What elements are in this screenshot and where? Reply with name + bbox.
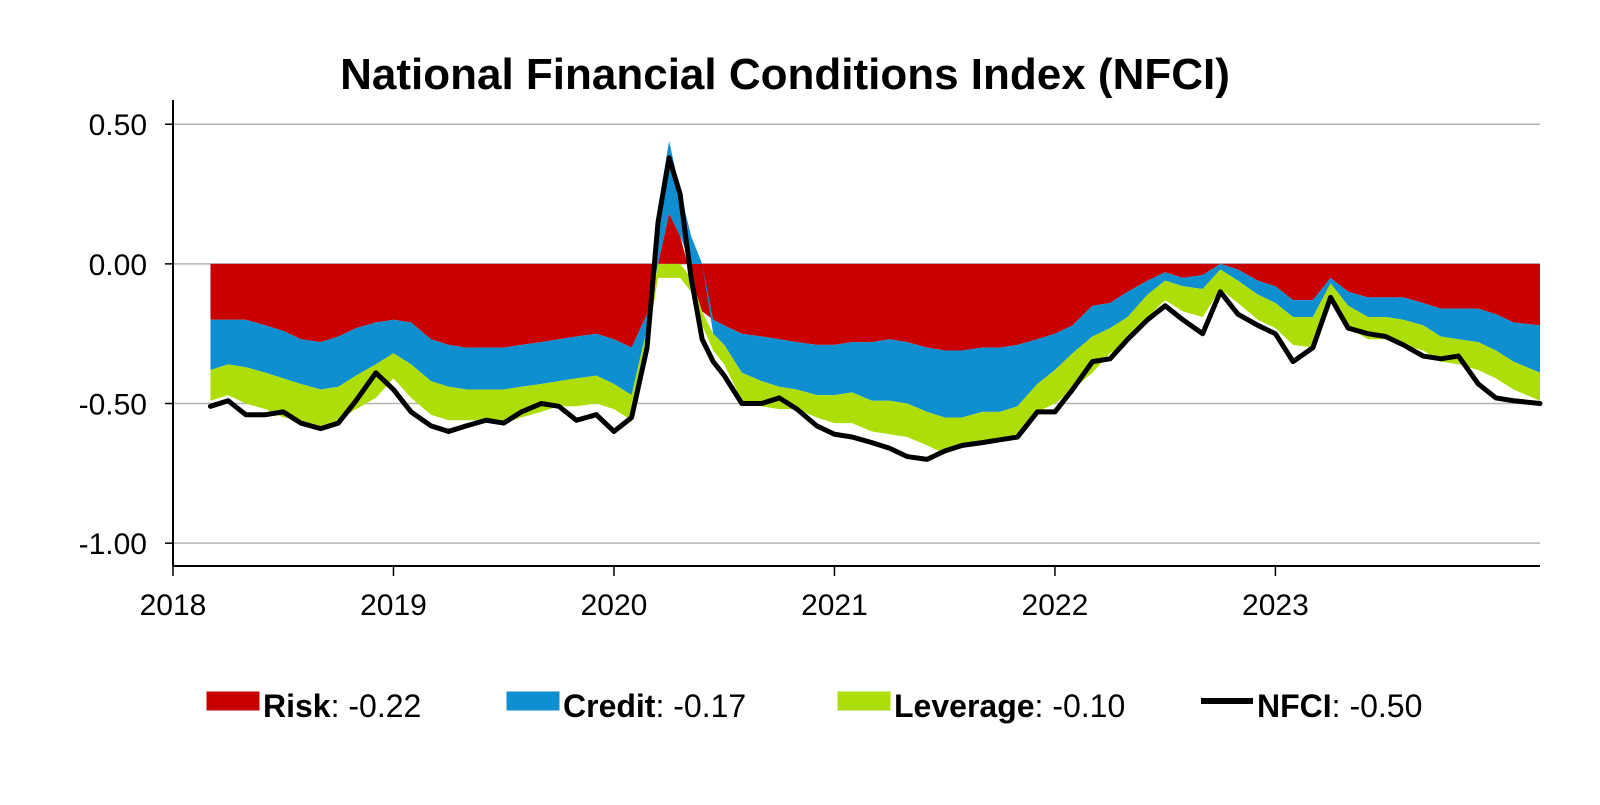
legend-label: NFCI: -0.50 xyxy=(1257,688,1422,724)
x-tick-label: 2022 xyxy=(1022,589,1089,622)
legend: Risk: -0.22 Credit: -0.17 Leverage: -0.10 N… xyxy=(206,688,1422,724)
nfci-line-layer xyxy=(207,155,1543,462)
x-tick-label: 2018 xyxy=(140,589,207,622)
y-tick-label: 0.50 xyxy=(89,109,147,142)
legend-series-name: Risk xyxy=(263,688,331,724)
legend-series-value: -0.22 xyxy=(348,688,421,724)
chart-title: National Financial Conditions Index (NFC… xyxy=(340,50,1230,99)
legend-separator: : xyxy=(1332,688,1350,724)
legend-item-risk: Risk: -0.22 xyxy=(206,688,421,724)
y-tick-label: 0.00 xyxy=(89,249,147,282)
legend-swatch-credit xyxy=(506,691,560,711)
legend-label: Risk: -0.22 xyxy=(263,688,421,724)
legend-separator: : xyxy=(331,688,349,724)
legend-item-nfci: NFCI: -0.50 xyxy=(1201,688,1422,724)
area-credit xyxy=(210,140,1540,418)
line-nfci xyxy=(207,155,1543,462)
legend-separator: : xyxy=(655,688,673,724)
legend-swatch-leverage xyxy=(837,691,891,711)
y-tick-label: -1.00 xyxy=(79,528,147,561)
legend-label: Leverage: -0.10 xyxy=(894,688,1125,724)
x-tick-label: 2020 xyxy=(581,589,648,622)
legend-item-credit: Credit: -0.17 xyxy=(506,688,746,724)
legend-series-name: NFCI xyxy=(1257,688,1332,724)
legend-series-name: Leverage xyxy=(894,688,1035,724)
legend-swatch-risk xyxy=(206,691,260,711)
legend-series-value: -0.10 xyxy=(1052,688,1125,724)
x-tick-label: 2019 xyxy=(360,589,427,622)
axes: 0.50 0.00 -0.50 -1.00 2018 2019 2020 2021 2022 20… xyxy=(79,100,1540,622)
x-tick-label: 2021 xyxy=(801,589,868,622)
area-risk xyxy=(210,213,1540,351)
legend-series-value: -0.17 xyxy=(673,688,746,724)
legend-label: Credit: -0.17 xyxy=(563,688,746,724)
legend-separator: : xyxy=(1035,688,1053,724)
legend-series-name: Credit xyxy=(563,688,656,724)
legend-item-leverage: Leverage: -0.10 xyxy=(837,688,1125,724)
legend-series-value: -0.50 xyxy=(1349,688,1422,724)
x-tick-label: 2023 xyxy=(1242,589,1309,622)
y-tick-label: -0.50 xyxy=(79,389,147,422)
